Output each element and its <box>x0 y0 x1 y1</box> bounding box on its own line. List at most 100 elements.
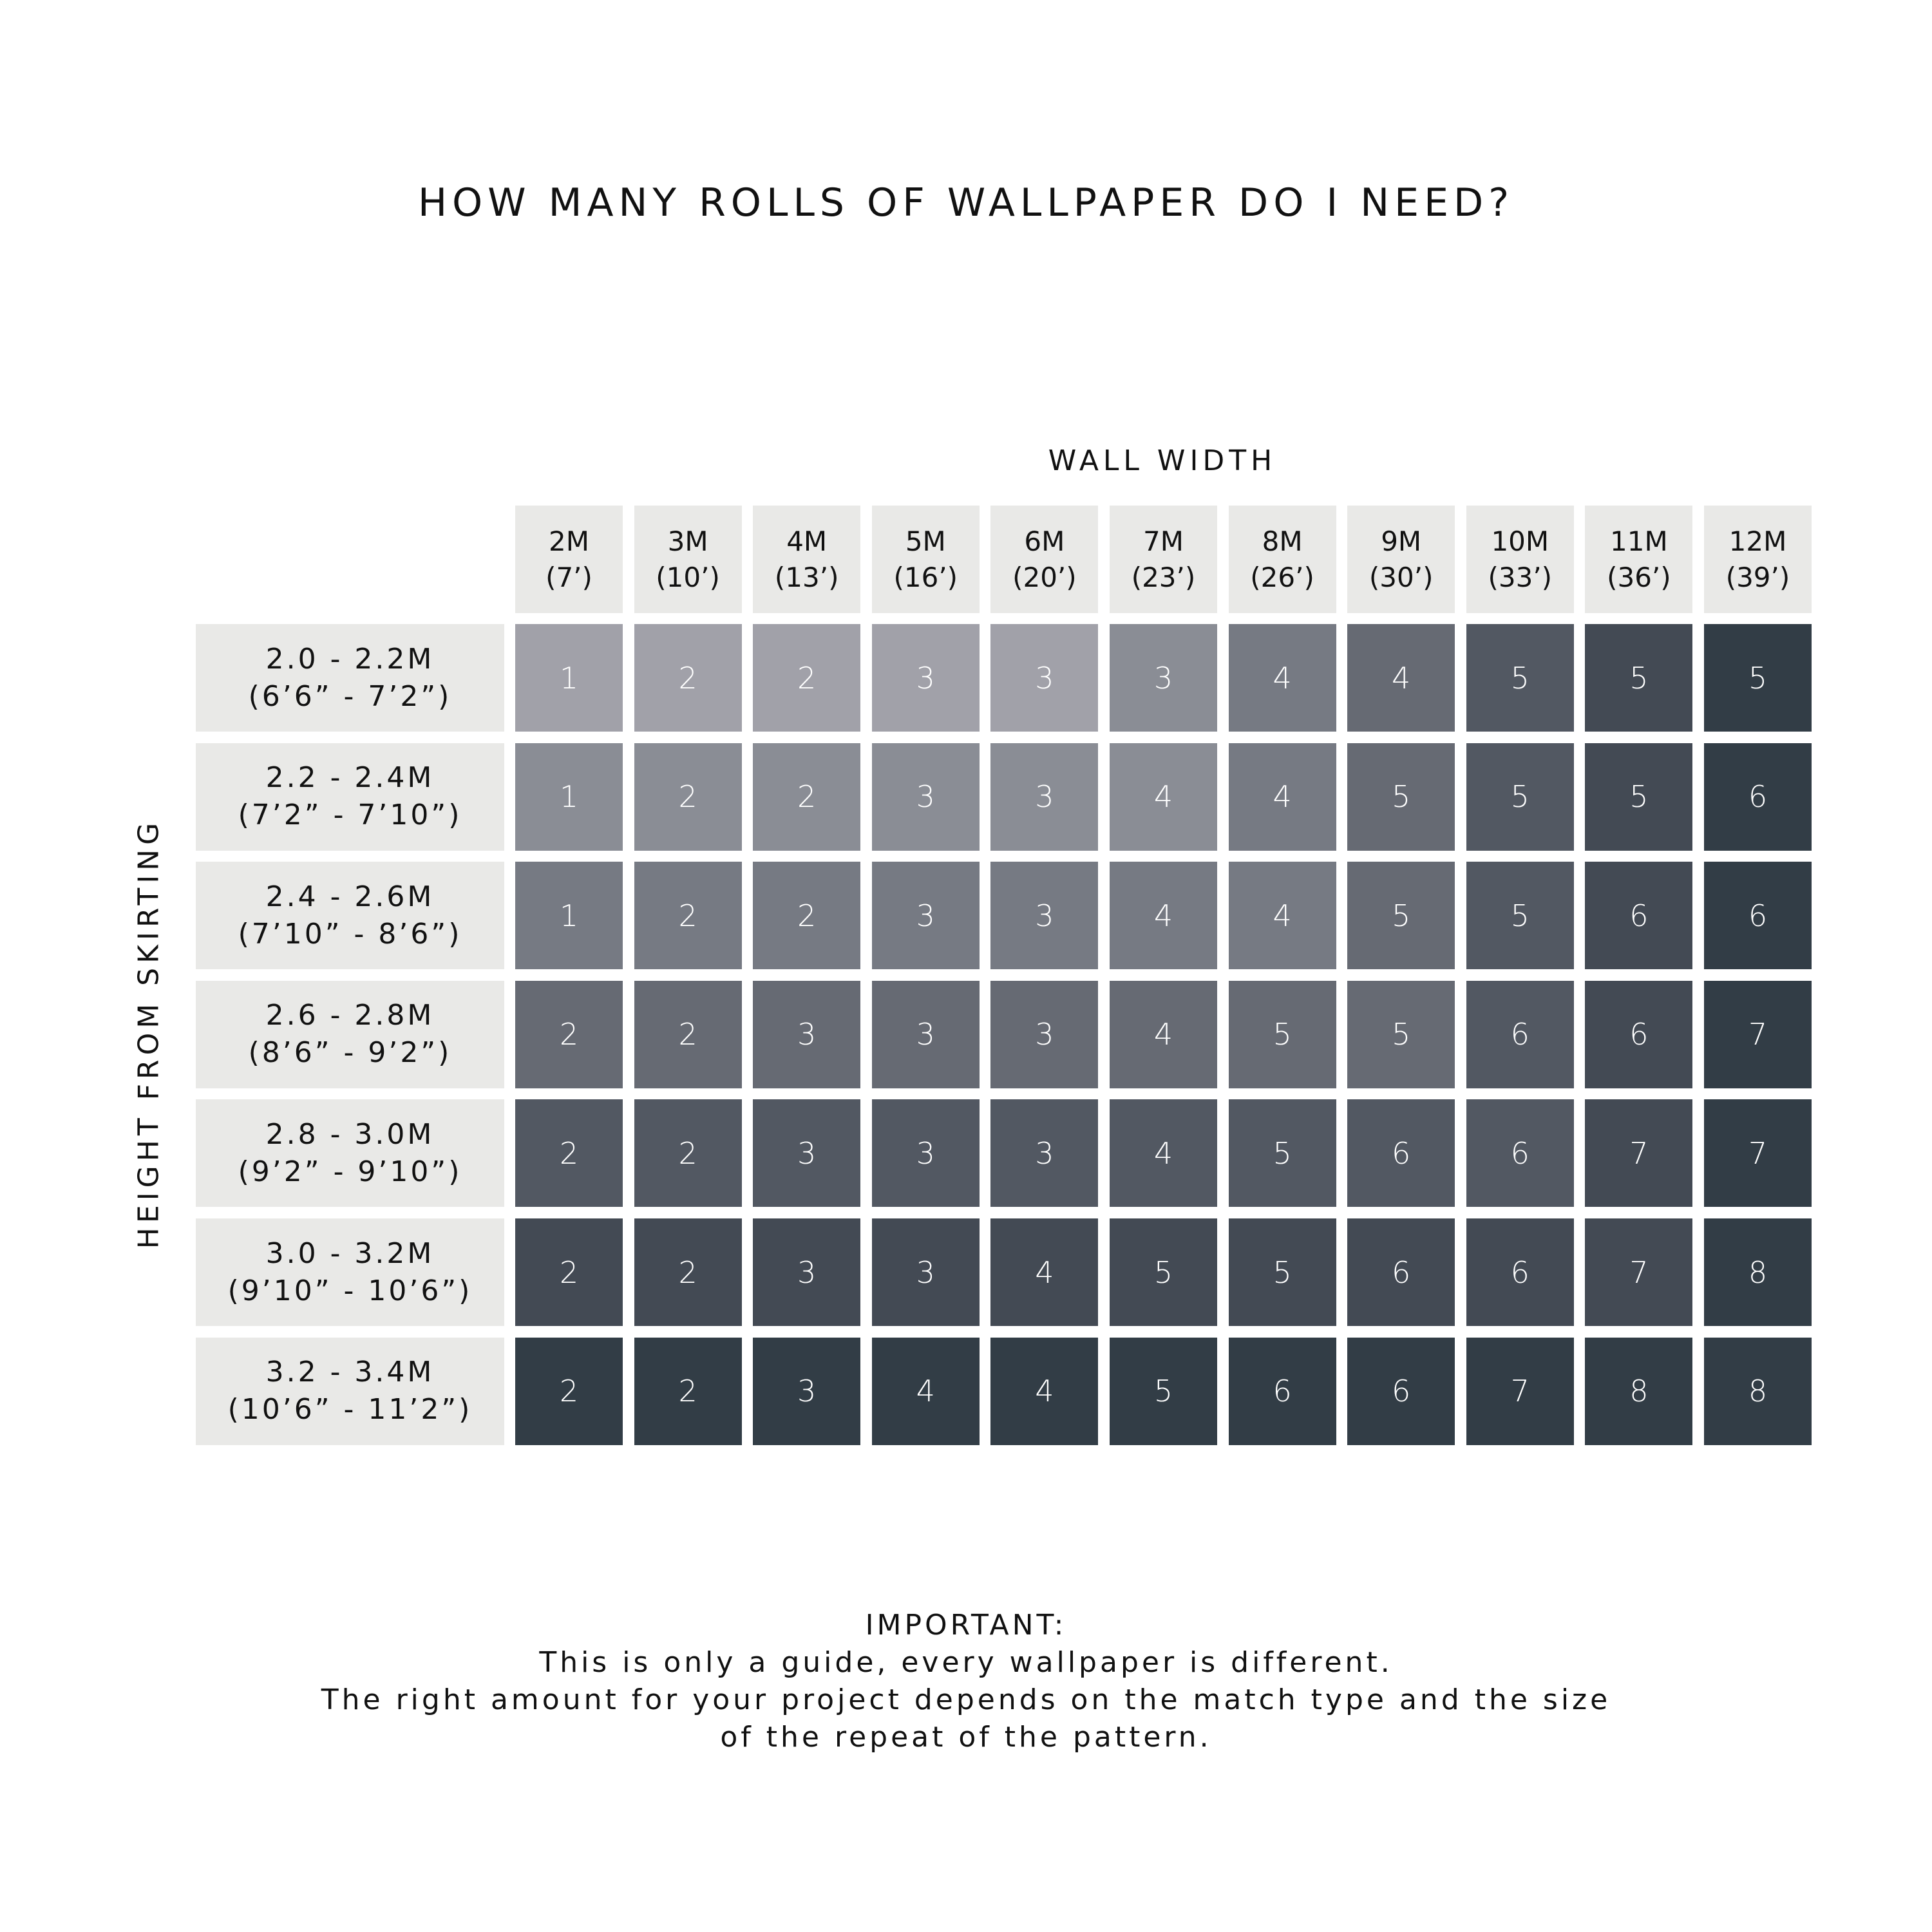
rolls-value: 5 <box>1510 898 1530 933</box>
value-cell: 2 <box>515 1337 623 1445</box>
x-axis-label: WALL WIDTH <box>1048 444 1277 477</box>
column-header: 2M (7’) <box>515 506 623 613</box>
column-header: 4M (13’) <box>753 506 861 613</box>
column-metric: 10M <box>1491 525 1549 557</box>
value-cell: 3 <box>753 1099 861 1208</box>
rolls-value: 1 <box>559 660 579 696</box>
rolls-value: 6 <box>1392 1255 1411 1290</box>
value-cell: 3 <box>871 862 980 970</box>
column-imperial: (20’) <box>1012 561 1077 593</box>
rolls-value: 4 <box>1153 1135 1173 1171</box>
rolls-value: 4 <box>1273 779 1292 815</box>
column-metric: 7M <box>1143 525 1184 557</box>
value-cell: 5 <box>1704 624 1812 732</box>
column-header: 10M (33’) <box>1466 506 1574 613</box>
rolls-value: 8 <box>1629 1374 1649 1409</box>
value-cell: 3 <box>1110 624 1217 732</box>
row-header: 3.0 - 3.2M (9’10” - 10’6”) <box>196 1218 504 1326</box>
column-header: 8M (26’) <box>1228 506 1336 613</box>
rolls-value: 3 <box>916 898 935 933</box>
row-imperial: (7’2” - 7’10”) <box>238 799 462 832</box>
value-cell: 2 <box>634 980 742 1088</box>
rolls-value: 4 <box>1153 1017 1173 1052</box>
value-cell: 2 <box>634 1218 742 1326</box>
rolls-value: 3 <box>1153 660 1173 696</box>
rolls-value: 4 <box>1035 1255 1054 1290</box>
value-cell: 6 <box>1704 862 1812 970</box>
value-cell: 5 <box>1347 980 1455 1088</box>
row-header: 2.6 - 2.8M (8’6” - 9’2”) <box>196 980 504 1088</box>
row-imperial: (9’2” - 9’10”) <box>238 1155 462 1188</box>
value-cell: 4 <box>1228 862 1336 970</box>
column-metric: 5M <box>905 525 946 557</box>
rolls-value: 3 <box>1035 660 1054 696</box>
row-metric: 3.0 - 3.2M <box>265 1236 435 1270</box>
column-metric: 4M <box>786 525 828 557</box>
column-imperial: (7’) <box>545 561 592 593</box>
column-imperial: (10’) <box>656 561 720 593</box>
value-cell: 6 <box>1347 1099 1455 1208</box>
value-cell: 1 <box>515 624 623 732</box>
column-metric: 2M <box>549 525 589 557</box>
row-metric: 2.2 - 2.4M <box>265 761 435 795</box>
value-cell: 2 <box>753 624 861 732</box>
rolls-value: 5 <box>1392 1017 1411 1052</box>
column-header: 12M (39’) <box>1704 506 1812 613</box>
row-imperial: (9’10” - 10’6”) <box>227 1274 473 1307</box>
rolls-value: 6 <box>1510 1255 1530 1290</box>
rolls-value: 6 <box>1510 1135 1530 1171</box>
value-cell: 8 <box>1704 1218 1812 1326</box>
rolls-value: 5 <box>1153 1255 1173 1290</box>
rolls-value: 5 <box>1392 779 1411 815</box>
rolls-value: 6 <box>1748 779 1768 815</box>
value-cell: 5 <box>1585 743 1693 851</box>
rolls-value: 7 <box>1629 1135 1649 1171</box>
value-cell: 7 <box>1585 1218 1693 1326</box>
value-cell: 5 <box>1466 624 1574 732</box>
value-cell: 6 <box>1347 1337 1455 1445</box>
value-cell: 3 <box>753 1218 861 1326</box>
value-cell: 5 <box>1466 862 1574 970</box>
row-header: 2.0 - 2.2M (6’6” - 7’2”) <box>196 624 504 732</box>
rolls-value: 4 <box>916 1374 935 1409</box>
value-cell: 3 <box>990 743 1099 851</box>
rolls-value: 3 <box>916 1135 935 1171</box>
rolls-value: 4 <box>1153 779 1173 815</box>
value-cell: 7 <box>1704 1099 1812 1208</box>
rolls-value: 7 <box>1629 1255 1649 1290</box>
column-imperial: (30’) <box>1368 561 1434 593</box>
column-imperial: (26’) <box>1250 561 1314 593</box>
column-imperial: (16’) <box>893 561 958 593</box>
value-cell: 5 <box>1347 862 1455 970</box>
value-cell: 4 <box>990 1337 1099 1445</box>
rolls-value: 5 <box>1153 1374 1173 1409</box>
column-header: 7M (23’) <box>1110 506 1217 613</box>
rolls-value: 6 <box>1748 898 1768 933</box>
value-cell: 7 <box>1466 1337 1574 1445</box>
value-cell: 1 <box>515 743 623 851</box>
value-cell: 2 <box>753 743 861 851</box>
value-cell: 3 <box>871 743 980 851</box>
value-cell: 3 <box>753 1337 861 1445</box>
value-cell: 6 <box>1466 980 1574 1088</box>
value-cell: 7 <box>1704 980 1812 1088</box>
value-cell: 2 <box>753 862 861 970</box>
rolls-value: 7 <box>1748 1017 1768 1052</box>
rolls-value: 2 <box>559 1017 579 1052</box>
value-cell: 2 <box>634 1337 742 1445</box>
rolls-value: 5 <box>1273 1017 1292 1052</box>
value-cell: 4 <box>1110 743 1217 851</box>
value-cell: 4 <box>1347 624 1455 732</box>
value-cell: 3 <box>990 980 1099 1088</box>
rolls-value: 6 <box>1392 1135 1411 1171</box>
value-cell: 6 <box>1228 1337 1336 1445</box>
value-cell: 5 <box>1347 743 1455 851</box>
value-cell: 3 <box>990 1099 1099 1208</box>
row-imperial: (6’6” - 7’2”) <box>248 679 452 713</box>
value-cell: 2 <box>515 1099 623 1208</box>
row-header: 2.8 - 3.0M (9’2” - 9’10”) <box>196 1099 504 1208</box>
footer-line: This is only a guide, every wallpaper is… <box>539 1646 1393 1679</box>
column-header: 5M (16’) <box>871 506 980 613</box>
rolls-value: 2 <box>797 898 817 933</box>
rolls-value: 3 <box>1035 779 1054 815</box>
